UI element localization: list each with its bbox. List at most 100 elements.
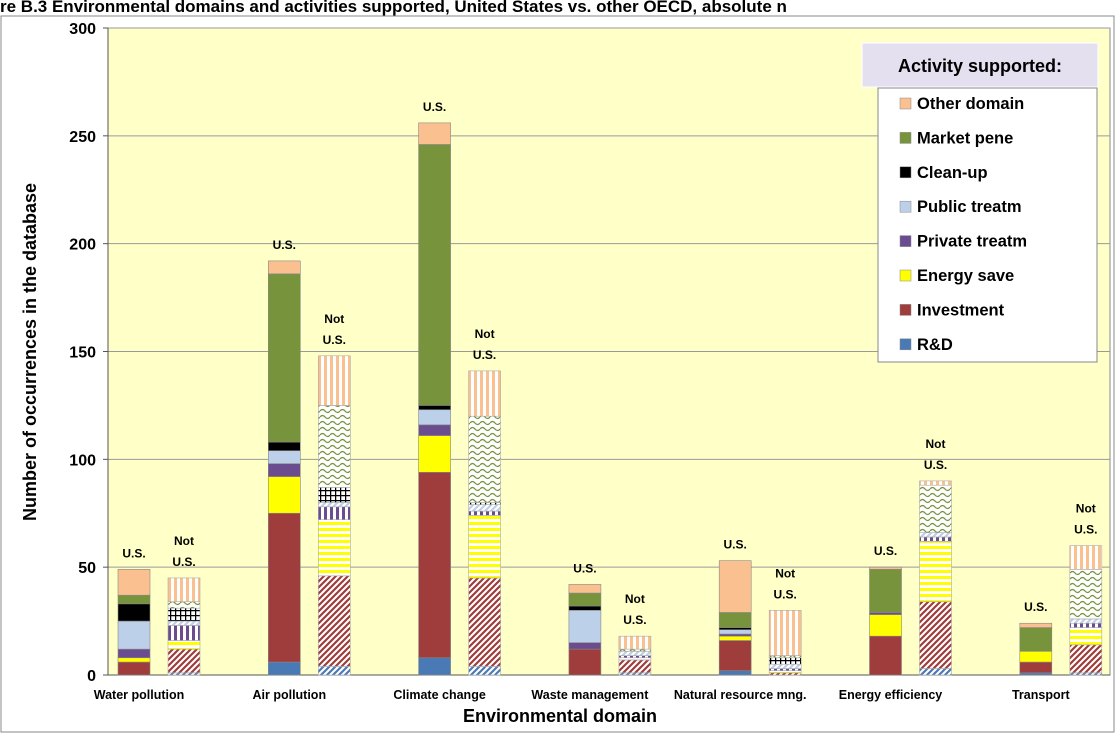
- bar-label: Not U.S.: [473, 327, 496, 362]
- legend-swatch: [899, 97, 912, 110]
- bar-segment: [117, 594, 151, 605]
- bar-segment: [317, 405, 351, 488]
- bar-segment: [568, 605, 602, 611]
- bar-label: U.S.: [273, 238, 296, 252]
- chart-title: re B.3 Environmental domains and activit…: [0, 0, 787, 16]
- bar-segment: [718, 670, 752, 676]
- bar-segment: [1069, 569, 1103, 620]
- bar-label: Not U.S.: [323, 312, 346, 347]
- y-tick-label: 200: [69, 237, 96, 254]
- bar-segment: [317, 666, 351, 676]
- bar-segment: [267, 273, 301, 443]
- y-axis-title: Number of occurrences in the database: [20, 183, 40, 521]
- bar-segment: [1019, 650, 1053, 663]
- bar-segment: [618, 657, 652, 661]
- bar-label: U.S.: [573, 561, 596, 575]
- bar-segment: [568, 648, 602, 676]
- bar-segment: [869, 566, 902, 570]
- x-tick-label: Energy efficiency: [839, 688, 943, 702]
- legend-label: Other domain: [917, 95, 1024, 113]
- bar-segment: [1019, 672, 1053, 676]
- bar-segment: [869, 614, 902, 637]
- legend-swatch: [899, 269, 912, 282]
- bar-segment: [1069, 644, 1103, 674]
- x-tick-label: Transport: [1012, 688, 1070, 702]
- bar-segment: [167, 672, 201, 676]
- bar-segment: [117, 620, 151, 650]
- legend-label: Public treatm: [917, 198, 1022, 216]
- bar-segment: [167, 577, 201, 602]
- bar-segment: [1019, 622, 1053, 628]
- bar-segment: [618, 648, 652, 652]
- legend-label: Investment: [917, 301, 1005, 319]
- legend-swatch: [899, 338, 912, 351]
- bar-segment: [468, 370, 501, 417]
- bar-segment: [919, 532, 952, 538]
- bar-segment: [167, 648, 201, 674]
- bar-segment: [317, 502, 351, 508]
- bar-segment: [768, 657, 802, 665]
- x-tick-label: Air pollution: [252, 688, 326, 702]
- bar-segment: [418, 471, 451, 659]
- legend-label: Energy save: [917, 267, 1014, 285]
- bar-segment: [718, 633, 752, 637]
- bar-segment: [919, 668, 952, 676]
- bar-segment: [718, 560, 752, 613]
- bar-label: Not U.S.: [774, 566, 797, 601]
- bar-segment: [618, 635, 652, 650]
- bar-segment: [568, 584, 602, 594]
- bar-segment: [267, 260, 301, 275]
- bar-segment: [468, 510, 501, 516]
- bar-segment: [718, 640, 752, 671]
- bar-segment: [919, 480, 952, 486]
- bar-segment: [468, 515, 501, 579]
- y-tick-label: 300: [69, 21, 96, 38]
- bar-segment: [468, 504, 501, 512]
- bar-segment: [468, 666, 501, 676]
- bar-segment: [418, 657, 451, 676]
- bar-label: Not U.S.: [924, 437, 947, 472]
- y-tick-label: 250: [69, 129, 96, 146]
- bar-segment: [117, 569, 151, 596]
- bar-segment: [919, 536, 952, 542]
- bar-segment: [267, 512, 301, 663]
- bar-segment: [468, 502, 501, 505]
- bar-segment: [768, 672, 802, 676]
- bar-segment: [317, 487, 351, 503]
- bar-label: Not U.S.: [172, 534, 195, 569]
- bar-segment: [618, 659, 652, 674]
- bar-label: U.S.: [724, 538, 747, 552]
- bar-label: U.S.: [423, 100, 446, 114]
- legend-label: R&D: [917, 336, 953, 354]
- bar-segment: [317, 355, 351, 406]
- bar-segment: [468, 577, 501, 667]
- legend-label: Market pene: [917, 129, 1013, 147]
- bar-label: U.S.: [122, 546, 145, 560]
- bar-segment: [1019, 661, 1053, 674]
- bar-segment: [768, 668, 802, 671]
- y-tick-label: 150: [69, 345, 96, 362]
- bar-segment: [568, 642, 602, 650]
- bar-segment: [869, 612, 902, 615]
- x-tick-label: Water pollution: [94, 688, 185, 702]
- bar-segment: [718, 635, 752, 641]
- bar-segment: [869, 569, 902, 613]
- y-tick-label: 0: [87, 668, 96, 685]
- legend-swatch: [899, 200, 912, 213]
- bar-segment: [468, 415, 501, 503]
- bar-segment: [768, 663, 802, 669]
- bar-segment: [267, 463, 301, 477]
- bar-segment: [117, 661, 151, 676]
- bar-segment: [618, 650, 652, 656]
- x-tick-label: Waste management: [531, 688, 649, 702]
- legend-swatch: [899, 304, 912, 316]
- x-axis-title: Environmental domain: [463, 706, 657, 726]
- bar-segment: [718, 627, 752, 631]
- bar-label: U.S.: [874, 544, 897, 558]
- bar-segment: [267, 476, 301, 514]
- bar-segment: [718, 629, 752, 635]
- x-tick-label: Natural resource mng.: [674, 688, 807, 702]
- bar-segment: [418, 424, 451, 436]
- bar-segment: [418, 409, 451, 426]
